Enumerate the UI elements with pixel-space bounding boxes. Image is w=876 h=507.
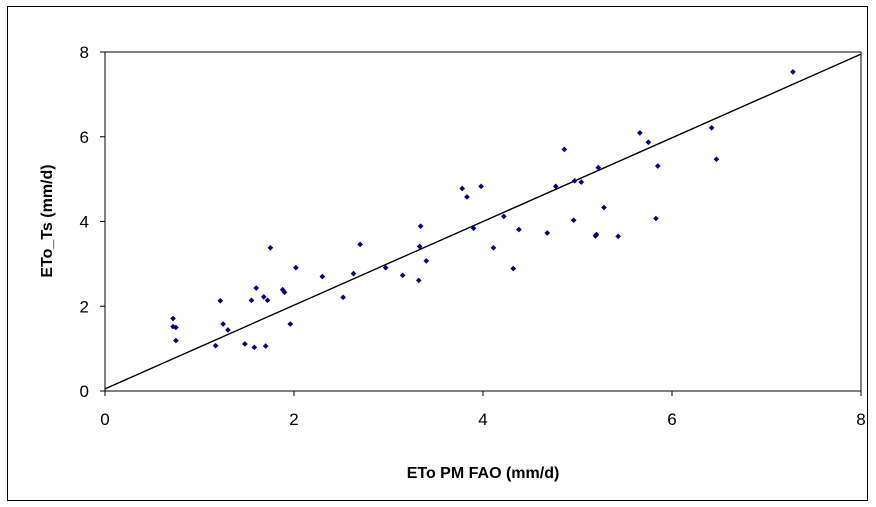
data-point [357, 241, 363, 248]
data-point [713, 156, 720, 163]
y-tick-label: 6 [80, 128, 89, 147]
data-point [601, 204, 607, 211]
data-point [350, 270, 357, 277]
data-point [264, 297, 271, 304]
data-point [253, 285, 260, 291]
x-tick-label: 0 [100, 410, 109, 429]
data-point [170, 315, 176, 322]
data-point [464, 194, 470, 200]
data-point [212, 342, 219, 349]
data-point [478, 183, 484, 190]
y-tick-label: 0 [80, 382, 89, 401]
data-point [173, 337, 179, 344]
data-point [552, 183, 559, 190]
x-tick-label: 6 [667, 410, 676, 429]
x-tick-label: 2 [289, 410, 298, 429]
data-point [173, 324, 179, 331]
trendline [104, 53, 862, 390]
data-point [708, 125, 715, 131]
chart-frame [7, 6, 868, 501]
data-point [593, 231, 600, 238]
data-point [248, 297, 255, 304]
data-point [459, 185, 466, 192]
data-point [242, 341, 248, 347]
data-point [654, 163, 661, 169]
data-point [416, 243, 423, 250]
data-point [340, 294, 346, 301]
data-point [319, 273, 326, 280]
data-point [571, 177, 578, 184]
data-point [262, 343, 269, 349]
data-point [615, 233, 621, 240]
data-point [490, 244, 497, 251]
y-tick-label: 8 [80, 43, 89, 62]
data-point [260, 294, 267, 300]
data-point [500, 213, 507, 220]
data-point [417, 223, 424, 229]
y-axis-title: ETo_Ts (mm/d) [39, 164, 56, 277]
data-point [570, 217, 577, 224]
data-point [637, 130, 643, 136]
data-point [293, 264, 299, 271]
data-point [578, 179, 585, 185]
x-tick-label: 4 [478, 410, 487, 429]
data-point [251, 344, 258, 351]
data-point [653, 215, 659, 222]
data-point [287, 321, 294, 327]
y-tick-label: 2 [80, 297, 89, 316]
plot-area [104, 51, 862, 392]
data-point [561, 146, 568, 153]
data-point [382, 264, 389, 271]
data-points [170, 69, 796, 351]
data-point [423, 258, 430, 264]
data-point [217, 297, 224, 304]
data-point [510, 265, 517, 272]
data-point [544, 230, 551, 236]
data-point [516, 226, 522, 233]
data-point [220, 321, 226, 327]
data-point [415, 277, 422, 284]
data-point [470, 225, 477, 232]
data-point [225, 327, 231, 333]
x-tick-label: 8 [856, 410, 865, 429]
x-axis-title: ETo PM FAO (mm/d) [407, 465, 560, 482]
y-tick-label: 4 [80, 213, 89, 232]
data-point [267, 244, 274, 251]
data-point [645, 139, 652, 146]
data-point [790, 69, 796, 75]
x-tick-labels: 0 2 4 6 8 [100, 410, 865, 429]
y-tick-labels: 0 2 4 6 8 [80, 43, 89, 401]
data-point [595, 164, 602, 171]
data-point [399, 272, 406, 279]
tick-marks [100, 51, 862, 396]
data-point [281, 289, 288, 296]
